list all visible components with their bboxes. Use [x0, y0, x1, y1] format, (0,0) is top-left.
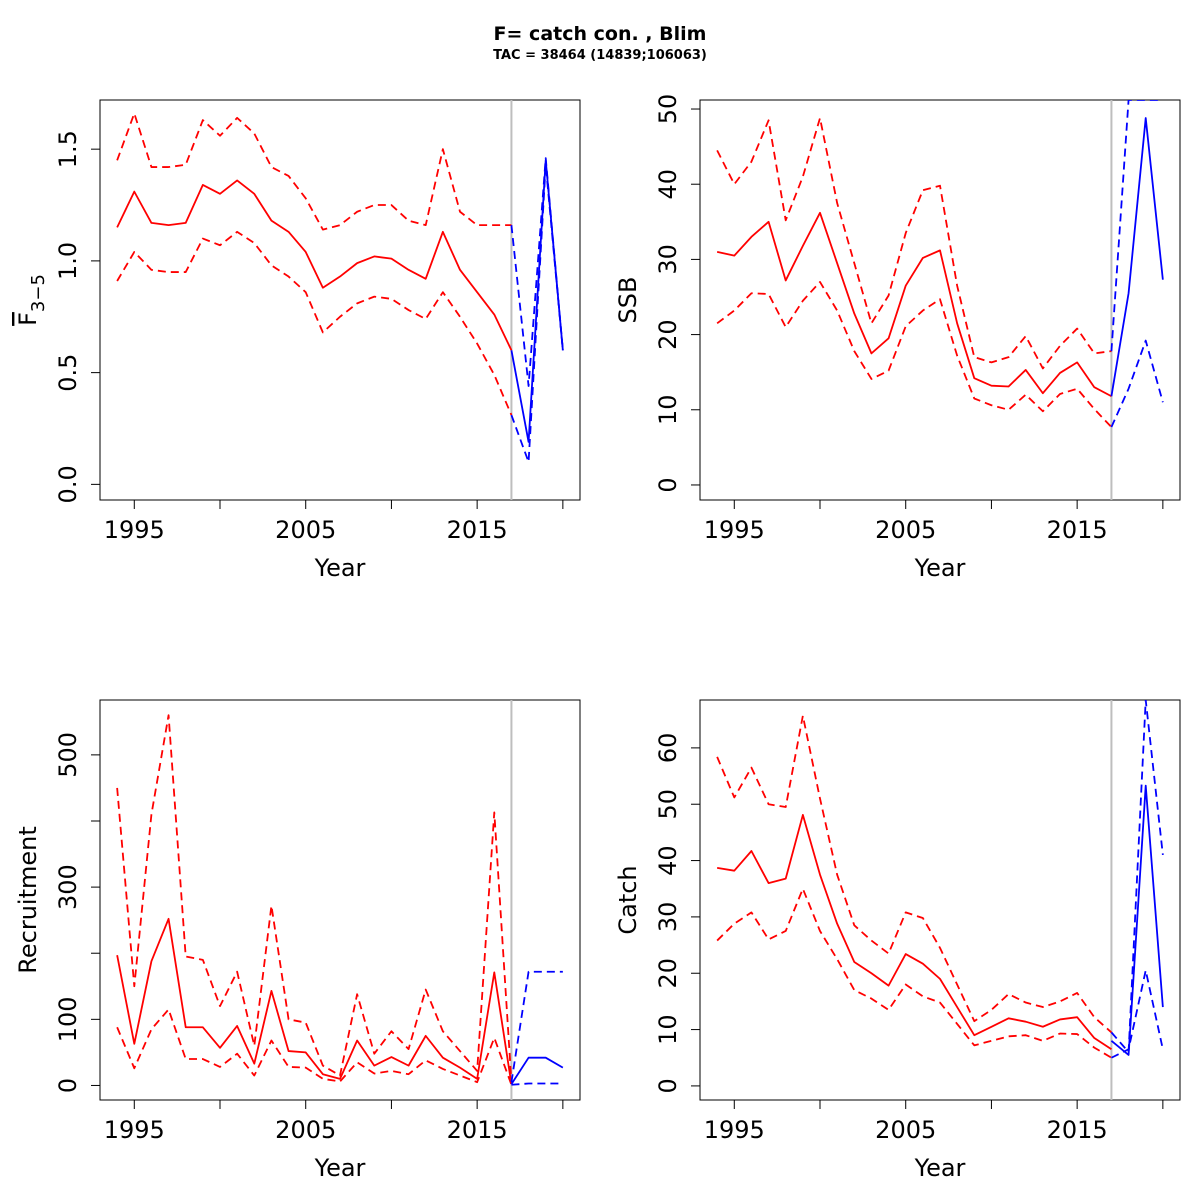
catch-y-tick-label: 20	[654, 958, 682, 989]
fbar-y-tick-label: 1.0	[54, 242, 82, 280]
fbar-series-upper	[116, 112, 512, 231]
catch-x-tick-label: 2005	[875, 1116, 936, 1144]
ssb-series-group	[716, 100, 1164, 428]
catch-series-projection-lower	[1111, 969, 1164, 1059]
ssb-series-upper	[716, 117, 1112, 370]
fbar-x-tick-label: 1995	[104, 516, 165, 544]
ssb-plot-frame	[699, 99, 1181, 501]
recruitment-series-group	[116, 714, 564, 1086]
catch-series-projection-upper	[1110, 700, 1164, 1054]
catch-series-upper	[716, 714, 1113, 1034]
recruitment-y-tick-label: 0	[54, 1078, 82, 1093]
ssb-y-tick-label: 20	[654, 319, 682, 350]
ssb-x-tick-label: 2015	[1047, 516, 1108, 544]
panel-ssb: 1995 2005 2015 0 10 20 30 40 50 Year SSB	[614, 94, 1181, 582]
ssb-y-tick-label: 50	[654, 94, 682, 125]
ssb-series-projection-lower	[1110, 339, 1164, 428]
recruitment-x-tick-label: 1995	[104, 1116, 165, 1144]
ssb-y-tick-label: 0	[654, 477, 682, 492]
ssb-y-axis-label: SSB	[614, 277, 642, 324]
ssb-y-tick-label: 10	[654, 395, 682, 426]
recruitment-series-projection-lower	[511, 1082, 563, 1086]
catch-y-tick-label: 30	[654, 902, 682, 933]
fbar-series-projection-upper	[510, 157, 564, 387]
fbar-y-axis-label-subscript: 3−5	[28, 274, 49, 312]
recruitment-y-tick-label: 100	[54, 996, 82, 1042]
ssb-x-tick-label: 1995	[704, 516, 765, 544]
ssb-x-tick-label: 2005	[875, 516, 936, 544]
ssb-y-tick-label: 30	[654, 244, 682, 275]
fbar-y-tick-label: 1.5	[54, 130, 82, 168]
panel-recruitment: 1995 2005 2015 0 100 300 500 Year Recruitment	[14, 699, 581, 1182]
recruitment-x-tick-label: 2015	[447, 1116, 508, 1144]
recruitment-plot-frame	[99, 699, 581, 1101]
fbar-y-tick-label: 0.5	[54, 354, 82, 392]
catch-plot-frame	[699, 699, 1181, 1101]
figure-title: F= catch con. , Blim	[494, 23, 707, 45]
recruitment-series-lower	[116, 1008, 513, 1086]
fbar-x-axis-label: Year	[314, 554, 366, 582]
recruitment-series-projection	[510, 1056, 564, 1085]
panel-catch: 1995 2005 2015 0 10 20 30 40 50 60 Year Catch	[614, 699, 1181, 1182]
recruitment-y-axis-label: Recruitment	[14, 826, 42, 973]
fbar-y-axis-label-main: F	[14, 312, 42, 326]
fbar-x-tick-label: 2005	[275, 516, 336, 544]
catch-x-axis-label: Year	[914, 1154, 966, 1182]
catch-series-projection	[1110, 784, 1164, 1056]
ssb-x-axis-label: Year	[914, 554, 966, 582]
recruitment-y-tick-label: 500	[54, 732, 82, 778]
fbar-y-tick-label: 0.0	[54, 465, 82, 503]
catch-x-tick-label: 1995	[704, 1116, 765, 1144]
catch-y-axis-label: Catch	[614, 865, 642, 934]
ssb-series-projection	[1110, 117, 1164, 397]
fbar-x-tick-label: 2015	[447, 516, 508, 544]
recruitment-series-upper	[116, 714, 513, 1083]
recruitment-y-tick-label: 300	[54, 864, 82, 910]
fbar-series-estimate	[116, 179, 513, 351]
ssb-series-projection-upper	[1110, 100, 1163, 352]
recruitment-x-axis-label: Year	[314, 1154, 366, 1182]
fbar-series-group	[116, 112, 564, 463]
catch-x-tick-label: 2015	[1047, 1116, 1108, 1144]
fbar-y-axis-label: F3−5	[14, 274, 49, 326]
recruitment-x-tick-label: 2005	[275, 1116, 336, 1144]
fbar-plot-frame	[99, 99, 581, 501]
ssb-y-tick-label: 40	[654, 169, 682, 200]
catch-y-tick-label: 10	[654, 1014, 682, 1045]
recruitment-series-projection-upper	[510, 970, 563, 1083]
panel-fbar: 1995 2005 2015 0.0 0.5 1.0 1.5 Year F3−5	[14, 99, 581, 582]
ssb-series-lower	[716, 281, 1113, 428]
catch-y-tick-label: 0	[654, 1078, 682, 1093]
catch-series-lower	[716, 887, 1112, 1059]
ssb-series-estimate	[716, 211, 1112, 398]
catch-y-tick-label: 50	[654, 789, 682, 820]
fbar-series-projection-lower	[510, 163, 564, 463]
catch-series-group	[716, 700, 1164, 1059]
catch-y-tick-label: 40	[654, 845, 682, 876]
figure-subtitle: TAC = 38464 (14839;106063)	[493, 48, 707, 63]
recruitment-series-estimate	[116, 917, 513, 1085]
catch-series-estimate	[716, 814, 1112, 1051]
fbar-series-lower	[116, 230, 513, 416]
catch-y-tick-label: 60	[654, 733, 682, 764]
